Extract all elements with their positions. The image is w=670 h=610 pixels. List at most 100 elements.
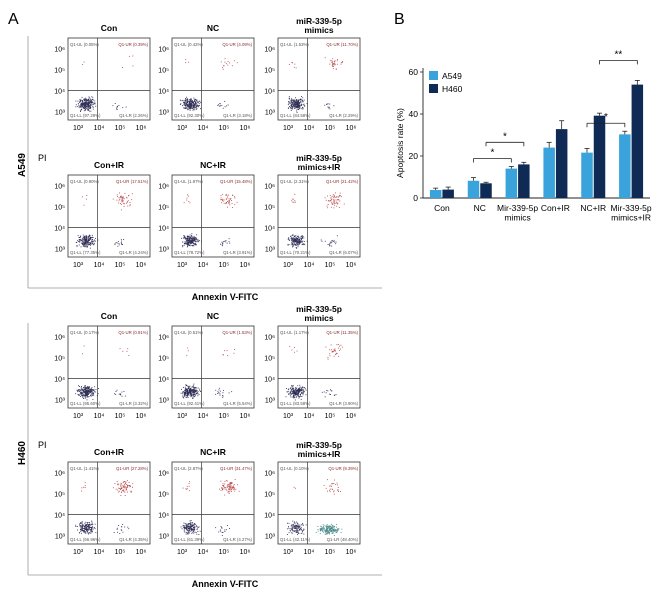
event-dot [91, 101, 93, 103]
event-dot [127, 491, 128, 493]
event-dot [222, 395, 224, 397]
y-tick-label: 10⁶ [54, 335, 65, 342]
event-dot [86, 524, 88, 526]
event-dot [332, 351, 334, 353]
event-dot [223, 354, 224, 356]
event-dot [81, 524, 83, 525]
event-dot [87, 529, 88, 531]
quadrant-label-ll: Q1-LL (77.35%) [70, 250, 101, 255]
event-dot [127, 480, 128, 482]
event-dot [182, 525, 184, 527]
event-dot [87, 239, 89, 240]
event-dot [295, 389, 297, 390]
event-dot [196, 389, 198, 391]
event-dot [300, 524, 302, 526]
event-dot [186, 393, 188, 395]
event-dot [222, 487, 224, 489]
y-tick-label: 0 [413, 193, 418, 203]
event-dot [299, 239, 300, 241]
event-dot [186, 388, 187, 390]
event-dot [297, 531, 299, 533]
event-dot [87, 240, 89, 242]
event-dot [190, 236, 192, 237]
event-dot [89, 99, 91, 101]
event-dot [183, 245, 185, 246]
event-dot [325, 531, 326, 533]
event-dot [85, 527, 87, 528]
event-dot [83, 244, 85, 245]
event-dot [92, 399, 94, 400]
event-dot [290, 389, 292, 391]
quadrant-label-ul: Q1-UL (1.41%) [70, 466, 99, 471]
event-dot [294, 392, 296, 394]
event-dot [88, 238, 90, 240]
event-dot [88, 526, 90, 528]
event-dot [122, 244, 123, 245]
event-dot [325, 525, 327, 526]
event-dot [192, 108, 193, 109]
event-dot [198, 240, 200, 241]
event-dot [319, 533, 321, 534]
event-dot [131, 199, 133, 201]
event-dot [186, 100, 188, 102]
event-dot [223, 486, 225, 488]
event-dot [192, 525, 194, 527]
event-dot [189, 108, 191, 110]
event-dot [333, 527, 335, 529]
event-dot [192, 107, 194, 109]
event-dot [291, 237, 293, 239]
event-dot [301, 101, 303, 103]
event-dot [112, 105, 114, 107]
event-dot [191, 239, 193, 241]
event-dot [114, 243, 116, 245]
event-dot [192, 101, 194, 103]
event-dot [294, 101, 296, 103]
y-tick-label: 10³ [159, 110, 170, 117]
event-dot [188, 195, 190, 197]
event-dot [230, 485, 232, 487]
event-dot [293, 525, 295, 526]
event-dot [84, 98, 86, 100]
event-dot [297, 107, 298, 109]
event-dot [327, 103, 329, 105]
event-dot [184, 392, 186, 393]
event-dot [80, 238, 81, 240]
event-dot [293, 528, 295, 529]
event-dot [329, 241, 331, 243]
event-dot [83, 530, 85, 532]
event-dot [132, 65, 134, 67]
event-dot [300, 391, 302, 393]
event-dot [332, 64, 333, 66]
y-tick-label: 10⁵ [54, 492, 65, 499]
quadrant-label-ur: Q1-UR (1.53%) [222, 330, 252, 335]
event-dot [332, 529, 334, 531]
event-dot [295, 393, 297, 395]
event-dot [124, 484, 126, 485]
event-dot [98, 388, 99, 389]
event-dot [186, 397, 188, 398]
event-dot [304, 387, 306, 389]
event-dot [296, 101, 297, 103]
event-dot [329, 200, 331, 202]
event-dot [80, 530, 82, 532]
event-dot [190, 395, 192, 397]
event-dot [88, 242, 90, 243]
event-dot [231, 202, 233, 204]
event-dot [296, 110, 298, 112]
event-dot [186, 240, 188, 242]
event-dot [192, 240, 194, 242]
event-dot [227, 196, 228, 198]
event-dot [197, 106, 199, 108]
event-dot [88, 107, 90, 109]
event-dot [297, 391, 299, 392]
event-dot [116, 389, 118, 391]
event-dot [91, 521, 93, 523]
event-dot [187, 385, 188, 387]
event-dot [84, 243, 86, 245]
event-dot [193, 239, 194, 241]
event-dot [80, 101, 81, 103]
event-dot [84, 236, 86, 237]
event-dot [189, 520, 191, 522]
event-dot [92, 106, 94, 108]
event-dot [292, 530, 294, 532]
